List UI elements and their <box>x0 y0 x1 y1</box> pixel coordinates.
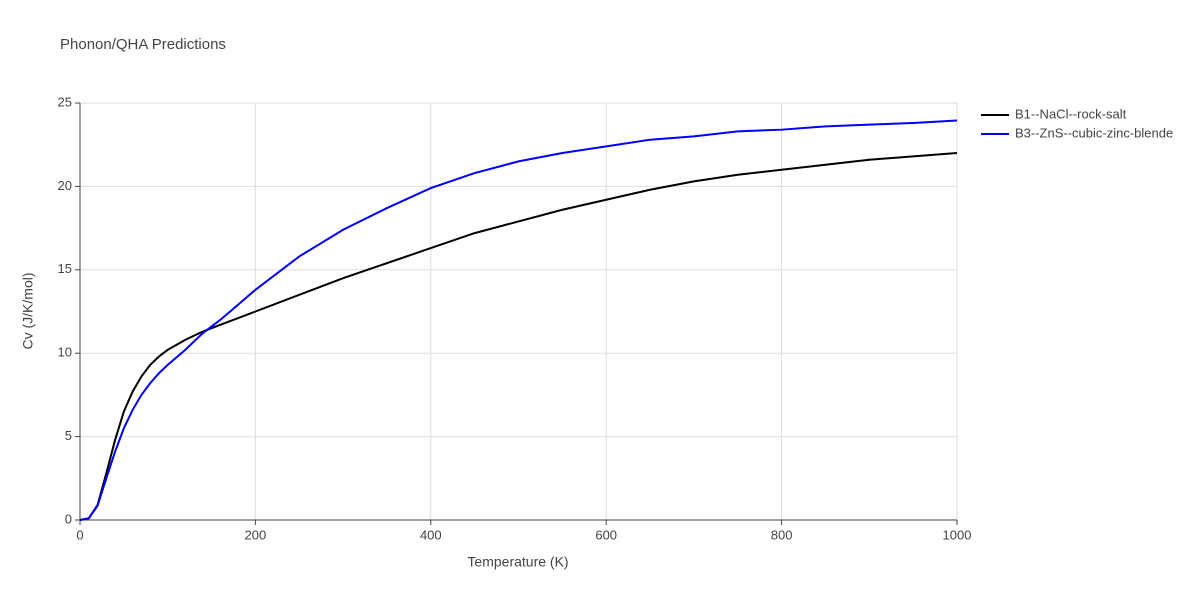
x-tick-label: 1000 <box>943 527 972 542</box>
x-tick-label: 600 <box>595 527 617 542</box>
y-tick-label: 15 <box>58 261 72 276</box>
x-axis-title: Temperature (K) <box>467 554 568 570</box>
chart-title: Phonon/QHA Predictions <box>60 36 226 53</box>
y-axis-title: Cv (J/K/mol) <box>20 273 36 350</box>
x-tick-label: 800 <box>771 527 793 542</box>
series-line <box>79 152 958 521</box>
x-tick-label: 0 <box>76 527 83 542</box>
x-tick-label: 400 <box>420 527 442 542</box>
y-tick-label: 25 <box>58 94 72 109</box>
legend-label: B3--ZnS--cubic-zinc-blende <box>1015 125 1173 140</box>
series-line <box>79 119 958 521</box>
legend-label: B1--NaCl--rock-salt <box>1015 106 1127 121</box>
y-tick-label: 10 <box>58 345 72 360</box>
y-tick-label: 5 <box>65 428 72 443</box>
x-tick-label: 200 <box>245 527 267 542</box>
y-tick-label: 0 <box>65 511 72 526</box>
y-tick-label: 20 <box>58 178 72 193</box>
